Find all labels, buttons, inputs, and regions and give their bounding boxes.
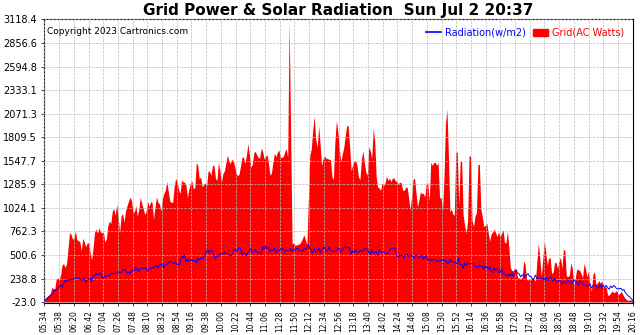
Title: Grid Power & Solar Radiation  Sun Jul 2 20:37: Grid Power & Solar Radiation Sun Jul 2 2…	[143, 3, 534, 18]
Legend: Radiation(w/m2), Grid(AC Watts): Radiation(w/m2), Grid(AC Watts)	[422, 24, 628, 42]
Text: Copyright 2023 Cartronics.com: Copyright 2023 Cartronics.com	[47, 27, 189, 37]
